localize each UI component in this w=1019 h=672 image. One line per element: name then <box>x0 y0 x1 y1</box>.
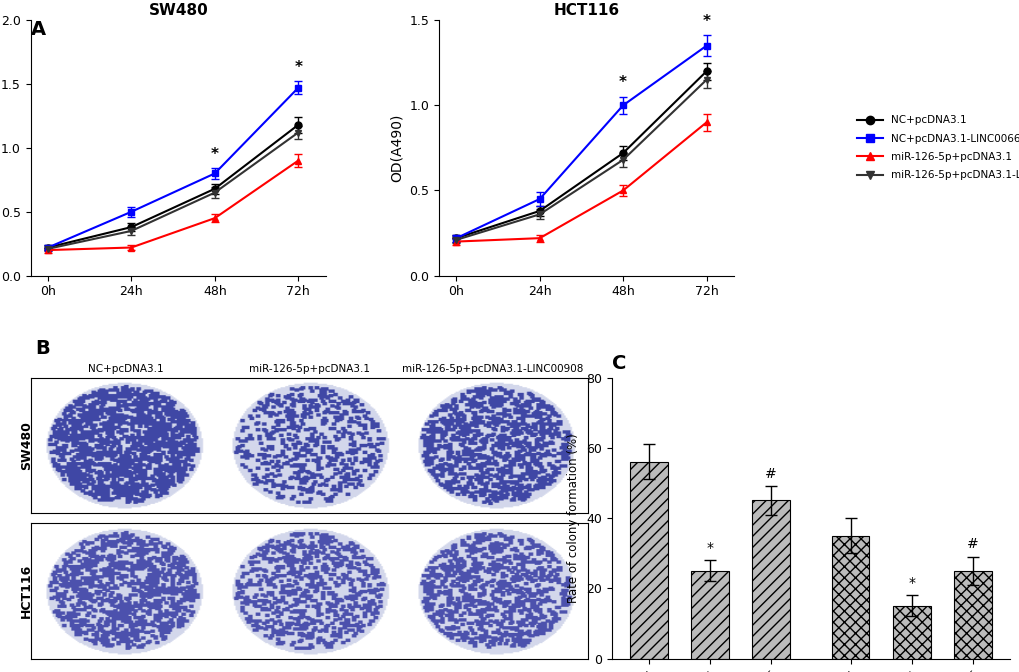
Text: *: * <box>293 60 302 75</box>
Bar <box>830 536 868 659</box>
Y-axis label: Rate of colony formation (%): Rate of colony formation (%) <box>567 433 580 603</box>
Bar <box>629 462 667 659</box>
Bar <box>892 606 929 659</box>
Text: #: # <box>764 467 776 481</box>
Text: *: * <box>706 541 712 555</box>
Y-axis label: SW480: SW480 <box>20 421 33 470</box>
Legend: NC+pcDNA3.1, NC+pcDNA3.1-LINC00665, miR-126-5p+pcDNA3.1, miR-126-5p+pcDNA3.1-LIN: NC+pcDNA3.1, NC+pcDNA3.1-LINC00665, miR-… <box>852 112 1019 185</box>
Bar <box>953 571 990 659</box>
Title: HCT116: HCT116 <box>553 3 620 17</box>
Text: C: C <box>611 354 626 373</box>
Text: *: * <box>702 13 710 29</box>
Y-axis label: HCT116: HCT116 <box>20 564 33 618</box>
Text: *: * <box>619 75 627 90</box>
Text: A: A <box>31 20 46 39</box>
Text: #: # <box>966 538 977 552</box>
Bar <box>690 571 729 659</box>
Text: *: * <box>211 147 218 162</box>
Text: miR-126-5p+pcDNA3.1: miR-126-5p+pcDNA3.1 <box>249 364 369 374</box>
Text: NC+pcDNA3.1: NC+pcDNA3.1 <box>88 364 163 374</box>
Y-axis label: OD(A490): OD(A490) <box>389 114 404 182</box>
Text: *: * <box>907 576 914 590</box>
Text: miR-126-5p+pcDNA3.1-LINC00908: miR-126-5p+pcDNA3.1-LINC00908 <box>403 364 583 374</box>
Text: B: B <box>36 339 50 358</box>
Bar <box>751 501 790 659</box>
Title: SW480: SW480 <box>149 3 208 17</box>
